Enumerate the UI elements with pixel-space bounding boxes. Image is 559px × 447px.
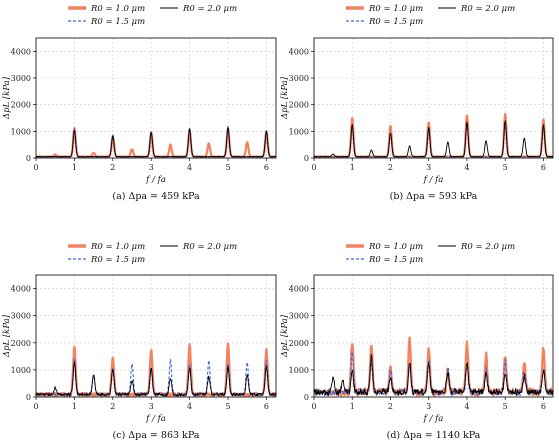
y-tick-label: 4000	[289, 47, 309, 56]
legend-label: R0 = 1.5 μm	[90, 17, 145, 27]
y-tick-label: 1000	[289, 127, 309, 136]
legend-label: R0 = 2.0 μm	[182, 242, 237, 252]
y-tick-label: 0	[304, 154, 309, 163]
legend: R0 = 1.0 μm R0 = 1.5 μm R0 = 2.0 μm	[346, 242, 515, 265]
series-line-2	[35, 361, 277, 397]
x-axis-label: f / fa	[423, 175, 444, 185]
x-tick-label: 0	[311, 402, 316, 411]
x-tick-label: 2	[388, 402, 393, 411]
panel-caption: (b) Δpa = 593 kPa	[390, 191, 478, 202]
x-tick-label: 2	[110, 163, 115, 172]
panel-caption: (a) Δpa = 459 kPa	[112, 191, 200, 202]
panel-0: 0 1 2 3 4 5 6 0 1000 2000 3000 4000 f / fa ΔpL [kPa] (…	[2, 4, 277, 202]
legend-label: R0 = 2.0 μm	[182, 4, 237, 14]
plot-area	[36, 38, 276, 158]
panel-3: 0 1 2 3 4 5 6 0 1000 2000 3000 4000 f / fa ΔpL [kPa] (…	[280, 242, 554, 441]
legend-label: R0 = 2.0 μm	[460, 4, 515, 14]
y-tick-label: 0	[26, 393, 31, 402]
legend-label: R0 = 2.0 μm	[460, 242, 515, 252]
x-tick-label: 0	[311, 163, 316, 172]
y-tick-label: 3000	[11, 74, 31, 83]
x-tick-label: 4	[187, 402, 192, 411]
x-tick-label: 6	[541, 163, 546, 172]
y-tick-label: 0	[304, 393, 309, 402]
legend: R0 = 1.0 μm R0 = 1.5 μm R0 = 2.0 μm	[346, 4, 515, 27]
y-tick-label: 2000	[11, 339, 31, 348]
legend-label: R0 = 1.5 μm	[368, 255, 423, 265]
y-tick-label: 2000	[11, 101, 31, 110]
x-tick-label: 4	[187, 163, 192, 172]
x-tick-label: 6	[264, 402, 269, 411]
y-tick-label: 2000	[289, 101, 309, 110]
x-tick-label: 1	[350, 402, 355, 411]
x-tick-label: 2	[388, 163, 393, 172]
x-tick-label: 5	[225, 163, 230, 172]
legend-label: R0 = 1.0 μm	[368, 242, 423, 252]
legend-label: R0 = 1.0 μm	[368, 4, 423, 14]
y-tick-label: 4000	[11, 285, 31, 294]
x-tick-label: 5	[503, 402, 508, 411]
y-tick-label: 1000	[11, 127, 31, 136]
x-tick-label: 0	[33, 163, 38, 172]
x-axis-label: f / fa	[145, 414, 166, 424]
axes-frame	[35, 274, 277, 398]
legend: R0 = 1.0 μm R0 = 1.5 μm R0 = 2.0 μm	[68, 4, 237, 27]
y-tick-label: 3000	[289, 74, 309, 83]
x-tick-label: 5	[503, 163, 508, 172]
axes-frame	[313, 37, 554, 159]
legend-label: R0 = 1.0 μm	[90, 242, 145, 252]
y-tick-label: 2000	[289, 339, 309, 348]
panel-caption: (c) Δpa = 863 kPa	[113, 430, 200, 441]
axes-frame	[35, 37, 277, 159]
legend-label: R0 = 1.5 μm	[90, 255, 145, 265]
y-tick-label: 4000	[11, 47, 31, 56]
y-tick-label: 3000	[11, 312, 31, 321]
x-tick-label: 1	[72, 402, 77, 411]
series-line-2	[313, 354, 554, 397]
x-axis-label: f / fa	[145, 175, 166, 185]
panel-caption: (d) Δpa = 1140 kPa	[387, 430, 481, 441]
x-tick-label: 0	[33, 402, 38, 411]
x-tick-label: 6	[541, 402, 546, 411]
y-tick-label: 1000	[289, 366, 309, 375]
series-line-2	[35, 127, 277, 158]
legend-label: R0 = 1.5 μm	[368, 17, 423, 27]
y-tick-label: 0	[26, 154, 31, 163]
x-axis-label: f / fa	[423, 414, 444, 424]
x-tick-label: 1	[350, 163, 355, 172]
x-tick-label: 1	[72, 163, 77, 172]
panel-1: 0 1 2 3 4 5 6 0 1000 2000 3000 4000 f / fa ΔpL [kPa] (…	[280, 4, 554, 202]
axes-frame	[313, 274, 554, 398]
y-axis-label: ΔpL [kPa]	[280, 76, 290, 120]
x-tick-label: 5	[225, 402, 230, 411]
y-axis-label: ΔpL [kPa]	[2, 314, 12, 358]
x-tick-label: 4	[464, 402, 469, 411]
x-tick-label: 6	[264, 163, 269, 172]
series-line-2	[313, 120, 554, 158]
x-tick-label: 3	[149, 402, 154, 411]
y-tick-label: 1000	[11, 366, 31, 375]
y-tick-label: 4000	[289, 285, 309, 294]
legend: R0 = 1.0 μm R0 = 1.5 μm R0 = 2.0 μm	[68, 242, 237, 265]
y-axis-label: ΔpL [kPa]	[280, 314, 290, 358]
y-axis-label: ΔpL [kPa]	[2, 76, 12, 120]
x-tick-label: 3	[149, 163, 154, 172]
y-tick-label: 3000	[289, 312, 309, 321]
legend-label: R0 = 1.0 μm	[90, 4, 145, 14]
x-tick-label: 4	[464, 163, 469, 172]
x-tick-label: 3	[426, 163, 431, 172]
x-tick-label: 2	[110, 402, 115, 411]
x-tick-label: 3	[426, 402, 431, 411]
panel-2: 0 1 2 3 4 5 6 0 1000 2000 3000 4000 f / fa ΔpL [kPa] (…	[2, 242, 277, 441]
